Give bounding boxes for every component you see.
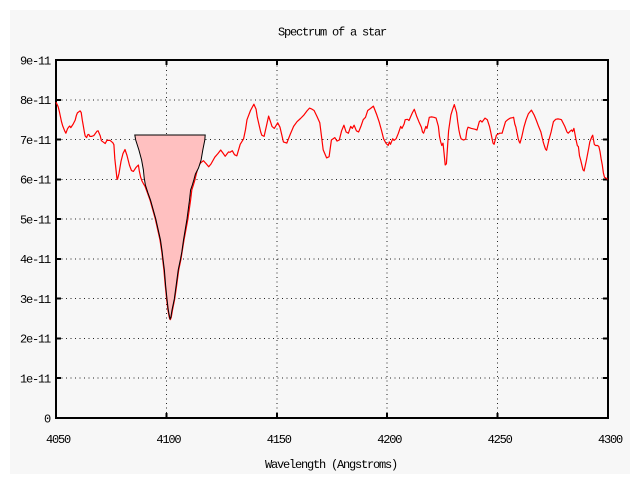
- svg-text:8e-11: 8e-11: [20, 94, 51, 108]
- svg-text:4200: 4200: [377, 433, 402, 447]
- svg-text:Wavelength (Angstroms): Wavelength (Angstroms): [265, 458, 397, 472]
- svg-text:1e-11: 1e-11: [20, 373, 51, 387]
- svg-text:7e-11: 7e-11: [20, 134, 51, 148]
- svg-text:4e-11: 4e-11: [20, 253, 51, 267]
- svg-text:4100: 4100: [156, 433, 181, 447]
- svg-text:9e-11: 9e-11: [20, 54, 51, 68]
- svg-text:4250: 4250: [488, 433, 513, 447]
- svg-text:4150: 4150: [267, 433, 292, 447]
- svg-text:3e-11: 3e-11: [20, 293, 51, 307]
- svg-text:5e-11: 5e-11: [20, 213, 51, 227]
- svg-text:2e-11: 2e-11: [20, 333, 51, 347]
- svg-text:6e-11: 6e-11: [20, 174, 51, 188]
- svg-text:0: 0: [44, 412, 51, 426]
- svg-text:4050: 4050: [46, 433, 71, 447]
- svg-text:Spectrum of a star: Spectrum of a star: [278, 26, 387, 40]
- svg-text:4300: 4300: [598, 433, 623, 447]
